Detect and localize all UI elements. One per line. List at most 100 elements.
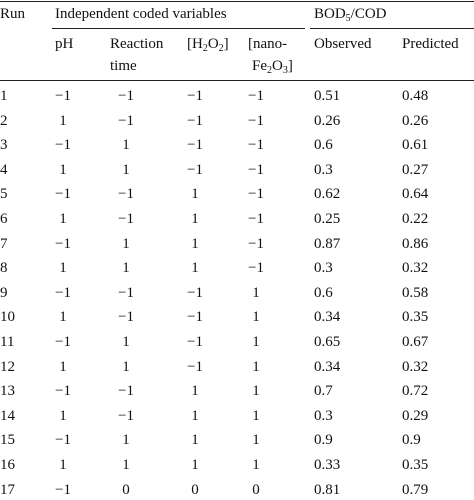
predicted-cell: 0.27 [402, 161, 429, 178]
response-rule [310, 28, 474, 29]
reaction-time-cell: 1 [122, 161, 130, 178]
nano-fe2o3-cell: −1 [248, 186, 264, 203]
h2o2-cell: 1 [191, 432, 199, 449]
nano-fe2o3-cell: −1 [248, 137, 264, 154]
text: O [272, 58, 283, 74]
nano-fe2o3-cell: −1 [248, 112, 264, 129]
h2o2-cell: −1 [187, 137, 203, 154]
ph-cell: 1 [59, 407, 67, 424]
run-cell: 10 [0, 309, 15, 326]
predicted-cell: 0.79 [402, 481, 429, 498]
predicted-cell: 0.64 [402, 186, 429, 203]
nano-fe2o3-cell: 1 [252, 457, 260, 473]
observed-cell: 0.3 [314, 161, 333, 178]
h2o2-cell: 1 [191, 457, 199, 473]
run-cell: 17 [0, 481, 15, 498]
nano-fe2o3-cell: 0 [252, 481, 260, 498]
h2o2-cell: −1 [187, 284, 203, 301]
run-header: Run [0, 6, 26, 22]
run-cell: 1 [0, 88, 8, 104]
h2o2-cell: −1 [187, 161, 203, 178]
column-header: pH [55, 36, 74, 52]
predicted-cell: 0.48 [402, 88, 429, 104]
observed-cell: 0.6 [314, 137, 333, 154]
nano-fe2o3-cell: 1 [252, 284, 260, 301]
run-cell: 7 [0, 235, 8, 252]
run-cell: 13 [0, 383, 15, 400]
ph-cell: −1 [55, 235, 71, 252]
ph-cell: −1 [55, 432, 71, 449]
ph-cell: 1 [59, 358, 67, 375]
ph-cell: 1 [59, 260, 67, 277]
h2o2-cell: −1 [187, 334, 203, 350]
predicted-cell: 0.32 [402, 358, 429, 375]
column-header: [H2O2] [187, 35, 229, 54]
observed-cell: 0.51 [314, 88, 341, 104]
h2o2-cell: 1 [191, 383, 199, 400]
h2o2-cell: 1 [191, 211, 199, 227]
predicted-cell: 0.9 [402, 432, 421, 449]
nano-fe2o3-cell: −1 [248, 88, 264, 104]
observed-cell: 0.3 [314, 407, 333, 424]
h2o2-cell: −1 [187, 309, 203, 326]
h2o2-cell: −1 [187, 112, 203, 129]
observed-cell: 0.81 [314, 481, 341, 498]
h2o2-cell: −1 [187, 358, 203, 375]
reaction-time-cell: 1 [122, 358, 130, 375]
subscript: 2 [267, 65, 272, 76]
reaction-time-cell: −1 [118, 309, 134, 326]
run-cell: 8 [0, 260, 8, 277]
nano-fe2o3-cell: 1 [252, 358, 260, 375]
nano-fe2o3-cell: −1 [248, 161, 264, 178]
nano-fe2o3-cell: 1 [252, 383, 260, 400]
subscript: 5 [345, 13, 351, 24]
reaction-time-cell: 1 [122, 432, 130, 449]
reaction-time-cell: −1 [118, 112, 134, 129]
reaction-time-cell: −1 [118, 383, 134, 400]
response-header: BOD5/COD [314, 5, 387, 24]
observed-cell: 0.34 [314, 358, 341, 375]
group-header: Independent coded variables [55, 6, 227, 22]
run-cell: 14 [0, 407, 15, 424]
predicted-cell: 0.86 [402, 235, 429, 252]
nano-fe2o3-cell: 1 [252, 334, 260, 350]
run-cell: 12 [0, 358, 15, 375]
ph-cell: 1 [59, 309, 67, 326]
predicted-cell: 0.35 [402, 457, 429, 473]
reaction-time-cell: −1 [118, 88, 134, 104]
h2o2-cell: 1 [191, 235, 199, 252]
run-cell: 15 [0, 432, 15, 449]
text: /COD [350, 6, 387, 22]
observed-cell: 0.34 [314, 309, 341, 326]
observed-cell: 0.7 [314, 383, 333, 400]
reaction-time-cell: 1 [122, 235, 130, 252]
h2o2-cell: 1 [191, 407, 199, 424]
nano-fe2o3-cell: −1 [248, 211, 264, 227]
predicted-cell: 0.61 [402, 137, 429, 154]
text: [H [187, 36, 203, 52]
predicted-cell: 0.22 [402, 211, 429, 227]
predicted-cell: 0.29 [402, 407, 429, 424]
ph-cell: 1 [59, 161, 67, 178]
run-cell: 2 [0, 112, 8, 129]
ph-cell: −1 [55, 383, 71, 400]
group-rule [52, 28, 305, 29]
ph-cell: −1 [55, 284, 71, 301]
subscript: 3 [282, 65, 288, 76]
predicted-cell: 0.26 [402, 112, 429, 129]
top-rule [0, 1, 474, 2]
reaction-time-cell: 1 [122, 334, 130, 350]
subscript: 2 [202, 43, 208, 54]
reaction-time-cell: −1 [118, 407, 134, 424]
observed-cell: 0.65 [314, 334, 341, 350]
h2o2-cell: −1 [187, 88, 203, 104]
text: Fe [252, 58, 267, 74]
predicted-cell: 0.32 [402, 260, 429, 277]
nano-fe2o3-cell: 1 [252, 407, 260, 424]
nano-fe2o3-cell: 1 [252, 309, 260, 326]
ph-cell: −1 [55, 334, 71, 350]
column-header: Observed [314, 36, 372, 52]
observed-cell: 0.3 [314, 260, 333, 277]
subscript: 2 [218, 43, 224, 54]
